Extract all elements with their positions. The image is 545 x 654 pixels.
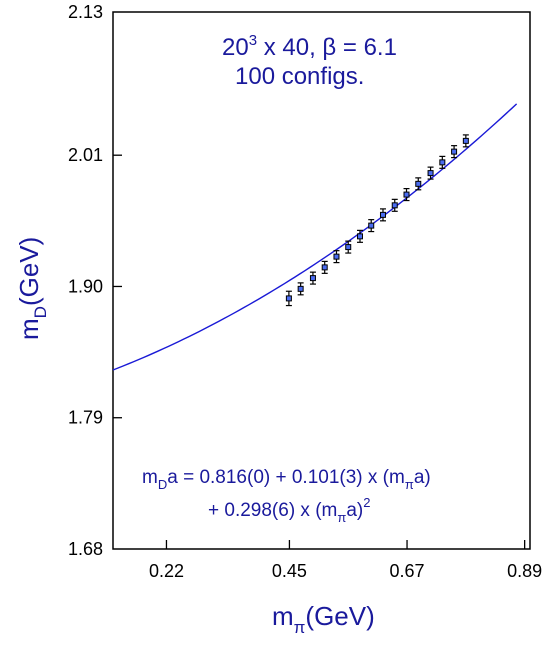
data-point [297, 282, 304, 296]
annotation-lattice: 203 x 40, β = 6.1 [222, 32, 397, 61]
annotation-configs: 100 configs. [235, 63, 364, 90]
x-tick-label: 0.67 [390, 561, 425, 581]
data-point [391, 198, 398, 212]
data-point [462, 134, 469, 148]
data-point [285, 290, 292, 307]
y-tick-label: 2.01 [68, 145, 103, 165]
data-point [427, 166, 434, 180]
data-point [379, 208, 386, 222]
plot-frame [112, 11, 531, 550]
data-point [451, 145, 458, 159]
data-point [368, 219, 375, 233]
x-tick-label: 0.45 [272, 561, 307, 581]
y-tick-label: 2.13 [68, 2, 103, 22]
data-point [415, 177, 422, 191]
y-tick-label: 1.68 [68, 539, 103, 559]
data-point [321, 260, 328, 274]
fit-formula-line2: + 0.298(6) x (mπa)2 [208, 495, 370, 525]
data-point [439, 155, 446, 169]
data-point [403, 188, 410, 202]
plot-area [112, 103, 518, 371]
x-axis-label: mπ(GeV) [272, 601, 375, 637]
y-tick-label: 1.79 [68, 408, 103, 428]
y-axis-label: mD(GeV) [14, 237, 50, 340]
fit-curve [112, 103, 518, 371]
x-tick-label: 0.22 [149, 561, 184, 581]
fit-formula-line1: mDa = 0.816(0) + 0.101(3) x (mπa) [142, 467, 431, 492]
y-tick-label: 1.90 [68, 276, 103, 296]
data-point [356, 229, 363, 243]
x-axis-ticks: 0.22 0.45 0.67 0.89 [149, 540, 542, 581]
data-point [345, 240, 352, 254]
data-point [309, 271, 316, 285]
y-axis-ticks: 1.68 1.79 1.90 2.01 2.13 [68, 2, 122, 559]
data-point [333, 250, 340, 264]
x-tick-label: 0.89 [507, 561, 542, 581]
